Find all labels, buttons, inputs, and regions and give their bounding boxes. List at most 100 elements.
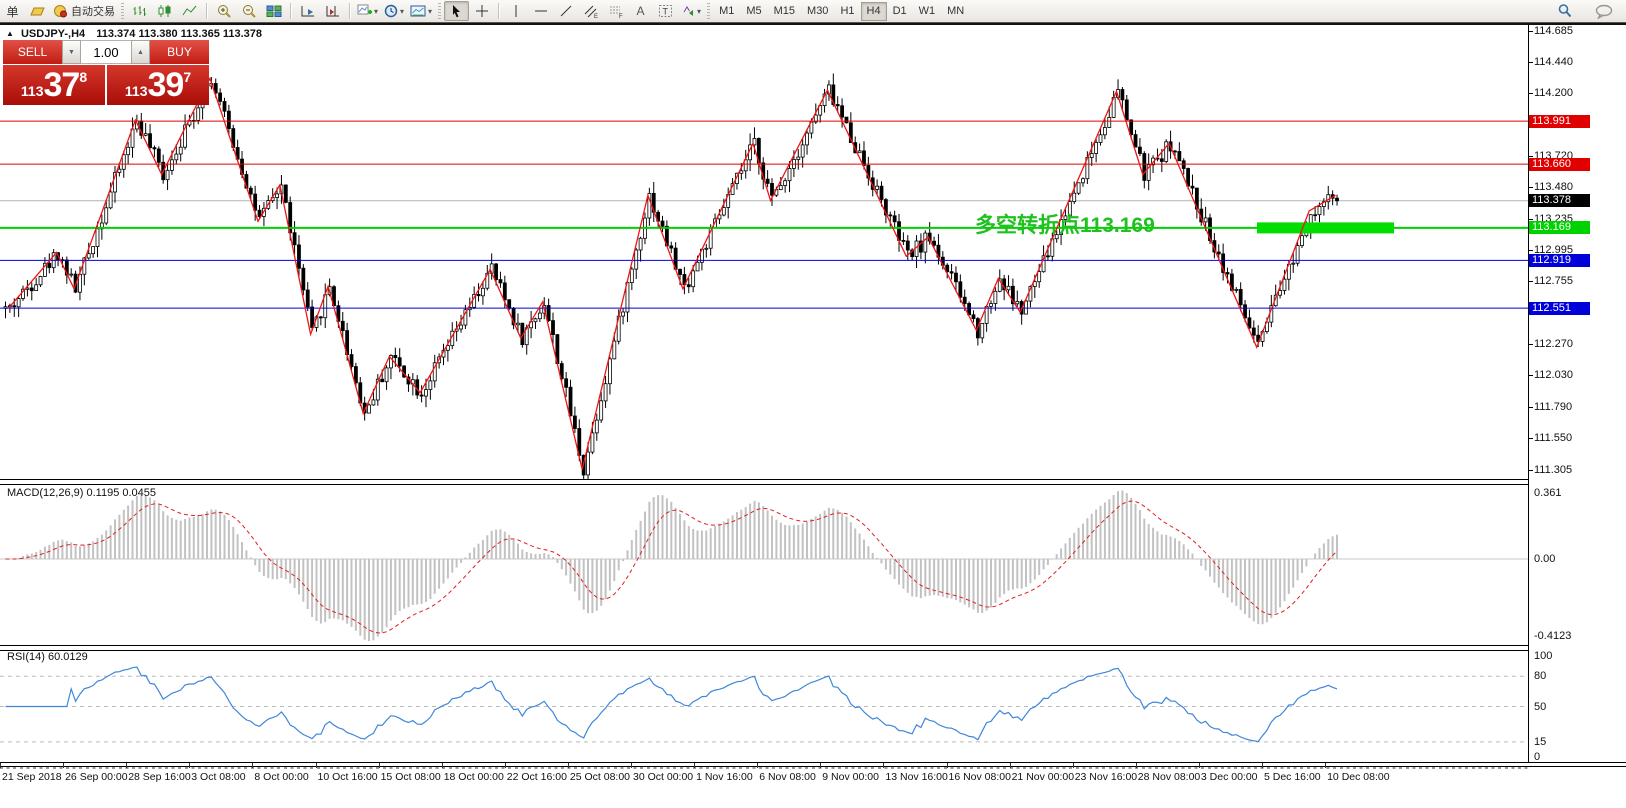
pivot-highlight-bar[interactable]: [1257, 222, 1394, 234]
chart-shift-button[interactable]: [320, 1, 345, 21]
timeframe-bar: M1 M5 M15 M30 H1 H4 D1 W1 MN: [713, 1, 970, 21]
timeframe-menu-button[interactable]: ▾: [381, 1, 407, 21]
svg-text:T: T: [663, 7, 669, 17]
buy-price-pip: 7: [183, 69, 192, 85]
chart-collapse-icon[interactable]: ▲: [6, 29, 14, 38]
time-axis-label: 3 Oct 08:00: [191, 771, 246, 783]
auto-scroll-icon: [301, 6, 314, 17]
price-tick-label: 112.995: [1534, 244, 1573, 256]
autotrading-icon: [54, 5, 67, 18]
volume-decrease-button[interactable]: ▼: [62, 40, 81, 64]
crosshair-tool-button[interactable]: [469, 1, 494, 21]
time-axis-tick: [883, 763, 885, 768]
timeframe-m15[interactable]: M15: [773, 5, 796, 17]
pivot-annotation-text[interactable]: 多空转折点113.169: [975, 214, 1155, 237]
candlestick-chart-button[interactable]: [152, 1, 177, 21]
autotrading-button[interactable]: 自动交易: [50, 1, 118, 21]
chart-shift-icon: [326, 6, 339, 17]
indicators-caret-icon[interactable]: ▾: [374, 6, 379, 16]
time-axis-tick: [441, 763, 443, 768]
price-tick-mark: [1528, 250, 1533, 251]
price-tick-label: 113.480: [1534, 181, 1573, 193]
chart-ohlc-readout: 113.374 113.380 113.365 113.378: [96, 28, 263, 40]
vertical-line-tool-button[interactable]: [503, 1, 528, 21]
indicators-button[interactable]: ▾: [354, 1, 381, 21]
zoom-out-button[interactable]: [236, 1, 261, 21]
time-axis-tick: [1325, 763, 1327, 768]
template-button[interactable]: ▾: [407, 1, 435, 21]
sell-button[interactable]: SELL: [3, 40, 62, 64]
chat-button[interactable]: [1591, 1, 1616, 21]
timeframe-m5[interactable]: M5: [746, 5, 762, 17]
new-order-icon[interactable]: [25, 1, 50, 21]
rsi-label: RSI(14) 60.0129: [7, 651, 88, 663]
arrows-tool-button[interactable]: ▾: [678, 1, 704, 21]
zoom-in-button[interactable]: [211, 1, 236, 21]
volume-input[interactable]: [81, 40, 131, 64]
channel-tool-button[interactable]: E: [578, 1, 603, 21]
macd-panel-separator[interactable]: [0, 479, 1528, 485]
timeframe-m1[interactable]: M1: [719, 5, 735, 17]
chart-bottom-border: [0, 762, 1626, 767]
new-order-button[interactable]: 单: [6, 4, 19, 19]
price-chip-113.378: 113.378: [1529, 194, 1590, 208]
time-axis-tick-strip: [0, 767, 1528, 769]
cursor-icon: [453, 5, 461, 18]
buy-button[interactable]: BUY: [150, 40, 209, 64]
text-tool-button[interactable]: A: [636, 4, 645, 18]
line-chart-button[interactable]: [177, 1, 202, 21]
time-axis-tick: [1072, 763, 1074, 768]
timeframe-h1[interactable]: H1: [840, 5, 855, 17]
time-axis-tick: [1009, 763, 1011, 768]
text-label-tool-button[interactable]: T: [653, 1, 678, 21]
macd-axis-label: -0.4123: [1534, 630, 1572, 642]
time-axis-tick: [1198, 763, 1200, 768]
buy-price-tile[interactable]: 113 39 7: [107, 65, 209, 105]
timeframe-menu-caret-icon[interactable]: ▾: [400, 6, 405, 16]
arrows-caret-icon[interactable]: ▾: [697, 6, 702, 16]
time-axis-tick: [315, 763, 317, 768]
toolbar: 单 自动交易: [0, 0, 1626, 23]
time-axis-tick: [946, 763, 948, 768]
search-button[interactable]: [1552, 1, 1577, 21]
template-caret-icon[interactable]: ▾: [428, 6, 433, 16]
rsi-panel-separator[interactable]: [0, 645, 1528, 651]
auto-scroll-button[interactable]: [295, 1, 320, 21]
horizontal-line-tool-button[interactable]: [528, 1, 553, 21]
candles: [3, 73, 1339, 485]
timeframe-mn[interactable]: MN: [947, 5, 965, 17]
timeframe-w1[interactable]: W1: [918, 5, 936, 17]
bar-chart-button[interactable]: [127, 1, 152, 21]
volume-increase-button[interactable]: ▲: [131, 40, 150, 64]
autotrading-label: 自动交易: [71, 6, 115, 18]
timeframe-m30[interactable]: M30: [807, 5, 829, 17]
buy-price-main: 39: [147, 66, 184, 104]
price-tick-label: 112.030: [1534, 369, 1573, 382]
macd-axis-label: 0.361: [1534, 487, 1562, 499]
macd-signal-value: 0.0455: [122, 487, 157, 499]
candlestick-chart-icon: [158, 5, 171, 17]
trendline-tool-button[interactable]: [553, 1, 578, 21]
time-axis-tick: [252, 763, 254, 768]
timeframe-h4[interactable]: H4: [860, 1, 887, 21]
timeframe-d1[interactable]: D1: [892, 5, 907, 17]
price-tick-mark: [1528, 437, 1533, 439]
price-chip-113.991: 113.991: [1529, 114, 1590, 128]
tile-windows-button[interactable]: [261, 1, 286, 21]
time-axis-tick: [504, 763, 506, 768]
zoom-in-icon: [217, 4, 231, 18]
time-axis-tick: [1262, 763, 1263, 768]
time-axis-label: 1 Nov 16:00: [696, 771, 753, 783]
clock-icon: [384, 4, 398, 18]
macd-histogram: [8, 490, 1338, 641]
price-tick-label: 112.755: [1534, 275, 1573, 288]
tile-windows-icon: [266, 5, 281, 17]
fibonacci-tool-button[interactable]: F: [603, 1, 628, 21]
zigzag-line[interactable]: [7, 76, 1336, 470]
cursor-tool-button[interactable]: [444, 1, 470, 21]
time-axis-label: 26 Sep 00:00: [65, 771, 128, 783]
price-tick-label: 111.550: [1534, 431, 1573, 444]
sell-price-tile[interactable]: 113 37 8: [3, 65, 105, 105]
